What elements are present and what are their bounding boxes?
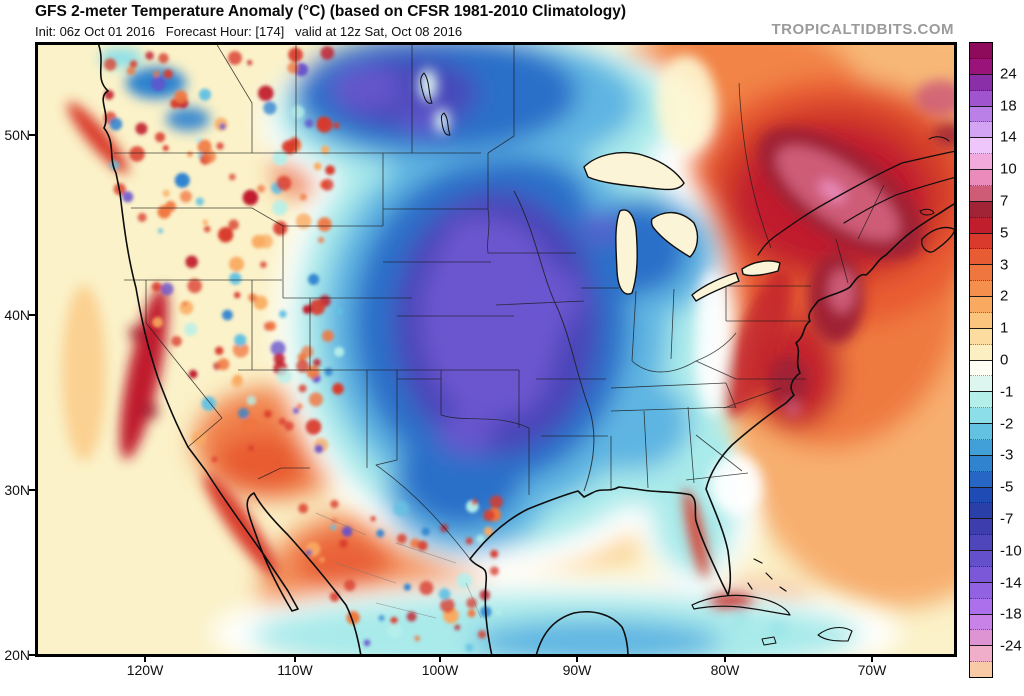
colorbar-cell [970, 122, 992, 139]
lon-tick-label: 80W [710, 662, 740, 678]
mexico-state-borders [315, 512, 482, 619]
page-title: GFS 2-meter Temperature Anomaly (°C) (ba… [35, 3, 627, 20]
colorbar-cell [970, 58, 992, 75]
colorbar-cell [970, 90, 992, 107]
anomaly-map-frame [35, 42, 957, 657]
lat-tick-label: 20N [4, 647, 30, 663]
colorbar-tick-label: 10 [1000, 160, 1017, 178]
colorbar-cell [970, 614, 992, 631]
colorbar-tick-label: 3 [1000, 256, 1009, 274]
lat-tick-label: 50N [4, 127, 30, 143]
anomaly-map-svg [36, 43, 956, 656]
colorbar-cell [970, 185, 992, 202]
lon-tick-mark [439, 656, 441, 662]
colorbar-cell [970, 201, 992, 218]
colorbar-cell [970, 519, 992, 536]
colorbar-tick-label: 5 [1000, 224, 1009, 242]
lat-tick-mark [29, 489, 35, 491]
colorbar-tick-label: 14 [1000, 128, 1017, 146]
colorbar-tick-label: -24 [1000, 637, 1022, 655]
colorbar-cell [970, 551, 992, 567]
colorbar-tick-label: -14 [1000, 574, 1022, 592]
colorbar-cell [970, 360, 992, 377]
colorbar-cell [970, 598, 992, 615]
colorbar-segments [969, 42, 993, 678]
colorbar-tick-label: -1 [1000, 383, 1014, 401]
colorbar-cell [970, 312, 992, 329]
lon-tick-mark [724, 656, 726, 662]
colorbar-tick-label: 7 [1000, 192, 1009, 210]
colorbar-cell [970, 233, 992, 250]
colorbar-cell [970, 249, 992, 266]
colorbar-cell [970, 43, 992, 59]
init-valid-line: Init: 06z Oct 01 2016 Forecast Hour: [17… [35, 24, 463, 39]
colorbar-tick-label: -10 [1000, 542, 1022, 560]
map-border [36, 43, 956, 656]
colorbar-tick-label: -5 [1000, 478, 1014, 496]
lon-tick-label: 100W [421, 662, 459, 678]
colorbar-cell [970, 566, 992, 583]
colorbar-cell [970, 392, 992, 409]
colorbar-cell [970, 281, 992, 297]
lon-tick-mark [144, 656, 146, 662]
colorbar-tick-label: -2 [1000, 415, 1014, 433]
lon-tick-label: 90W [562, 662, 592, 678]
lat-tick-label: 30N [4, 482, 30, 498]
colorbar-cell [970, 503, 992, 520]
lat-tick-mark [29, 314, 35, 316]
colorbar-cell [970, 376, 992, 393]
lon-tick-mark [576, 656, 578, 662]
colorbar-tick-label: 18 [1000, 97, 1017, 115]
lon-tick-mark [294, 656, 296, 662]
colorbar-cell [970, 328, 992, 345]
colorbar-cell [970, 630, 992, 647]
colorbar-cell [970, 297, 992, 313]
colorbar-tick-label: -3 [1000, 446, 1014, 464]
lon-tick-label: 120W [126, 662, 164, 678]
state-borders [114, 43, 885, 560]
colorbar-cell [970, 265, 992, 282]
lat-tick-mark [29, 134, 35, 136]
colorbar-cell [970, 487, 992, 504]
colorbar-cell [970, 408, 992, 424]
colorbar-cell [970, 424, 992, 440]
tropicaltidbits-watermark: TROPICALTIDBITS.COM [771, 21, 954, 38]
colorbar-cell [970, 74, 992, 91]
colorbar-cell [970, 217, 992, 234]
terrain-speckle-field [103, 46, 503, 652]
colorbar-tick-label: -18 [1000, 605, 1022, 623]
lon-tick-mark [871, 656, 873, 662]
colorbar-cell [970, 344, 992, 361]
lon-tick-label: 70W [857, 662, 887, 678]
colorbar-cell [970, 170, 992, 186]
colorbar-cell [970, 582, 992, 599]
colorbar-cell [970, 535, 992, 551]
cold-anomaly-blobs [211, 43, 901, 656]
colorbar-cell [970, 154, 992, 170]
great-lakes [583, 152, 781, 302]
lat-tick-mark [29, 654, 35, 656]
colorbar-tick-label: 0 [1000, 351, 1009, 369]
colorbar-tick-label: 24 [1000, 65, 1017, 83]
colorbar-cell [970, 138, 992, 155]
colorbar-cell [970, 646, 992, 663]
colorbar-cell [970, 455, 992, 472]
colorbar-tick-label: 2 [1000, 287, 1009, 305]
colorbar-cell [970, 471, 992, 488]
lat-tick-label: 40N [4, 307, 30, 323]
colorbar-cell [970, 439, 992, 456]
colorbar-tick-label: -7 [1000, 510, 1014, 528]
colorbar-cell [970, 106, 992, 123]
colorbar-tick-label: 1 [1000, 319, 1009, 337]
lon-tick-label: 110W [277, 662, 313, 678]
colorbar-cell [970, 662, 992, 677]
